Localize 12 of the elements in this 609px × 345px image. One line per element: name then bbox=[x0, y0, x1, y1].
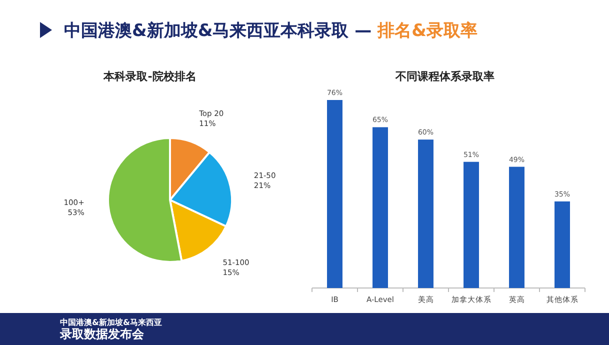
bar bbox=[418, 140, 434, 288]
bar bbox=[327, 100, 342, 288]
text: 中国港澳&新加坡&马来西亚本科录取 — bbox=[64, 21, 372, 41]
bar bbox=[509, 166, 524, 288]
chart-title: 本科录取-院校排名 bbox=[102, 70, 196, 83]
bar bbox=[554, 201, 570, 288]
text: 排名&录取率 bbox=[376, 21, 478, 41]
chart-title: 不同课程体系录取率 bbox=[394, 70, 494, 83]
bar bbox=[464, 162, 479, 288]
text: 录取数据发布会 bbox=[59, 327, 145, 341]
bar bbox=[372, 127, 388, 288]
text: 中国港澳&新加坡&马来西亚 bbox=[60, 317, 162, 327]
